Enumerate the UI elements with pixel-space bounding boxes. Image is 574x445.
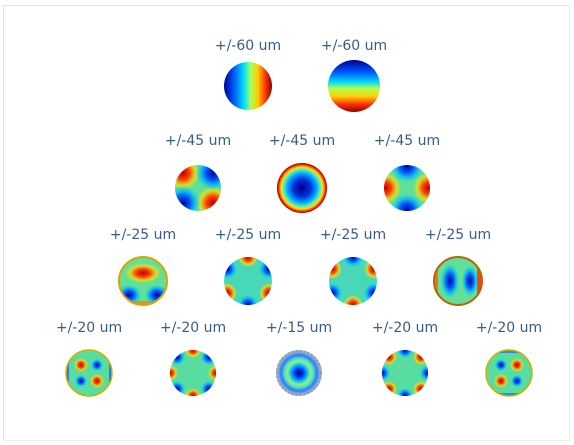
- mode-label: +/-25 um: [424, 227, 492, 243]
- mode-label: +/-20 um: [475, 320, 543, 336]
- mode-label: +/-25 um: [214, 227, 282, 243]
- zernike-defocus-icon: [277, 163, 327, 213]
- zernike-tetrafoil-a-icon: [170, 350, 216, 396]
- mode-label: +/-25 um: [319, 227, 387, 243]
- zernike-tilt-y-icon: [328, 60, 380, 112]
- zernike-coma-x-icon: [433, 256, 483, 306]
- zernike-tilt-x-icon: [224, 62, 272, 110]
- mode-label: +/-60 um: [320, 38, 388, 54]
- zernike-trefoil-a-icon: [224, 257, 272, 305]
- mode-label: +/-45 um: [164, 133, 232, 149]
- mode-label: +/-45 um: [268, 133, 336, 149]
- zernike-spherical-icon: [276, 350, 322, 396]
- mode-label: +/-45 um: [373, 133, 441, 149]
- zernike-coma-y-icon: [118, 256, 168, 306]
- mode-label: +/-20 um: [159, 320, 227, 336]
- zernike-trefoil-b-icon: [329, 257, 377, 305]
- zernike-secondary-astigmatism-b-icon: [485, 349, 533, 397]
- mode-label: +/-20 um: [371, 320, 439, 336]
- figure-frame: +/-60 um +/-60 um: [3, 5, 570, 441]
- zernike-astigmatism-oblique-icon: [175, 165, 221, 211]
- mode-label: +/-60 um: [214, 38, 282, 54]
- mode-label: +/-20 um: [55, 320, 123, 336]
- mode-label: +/-15 um: [265, 320, 333, 336]
- zernike-secondary-astigmatism-a-icon: [65, 349, 113, 397]
- zernike-tetrafoil-b-icon: [382, 350, 428, 396]
- zernike-astigmatism-vertical-icon: [384, 165, 430, 211]
- mode-label: +/-25 um: [109, 227, 177, 243]
